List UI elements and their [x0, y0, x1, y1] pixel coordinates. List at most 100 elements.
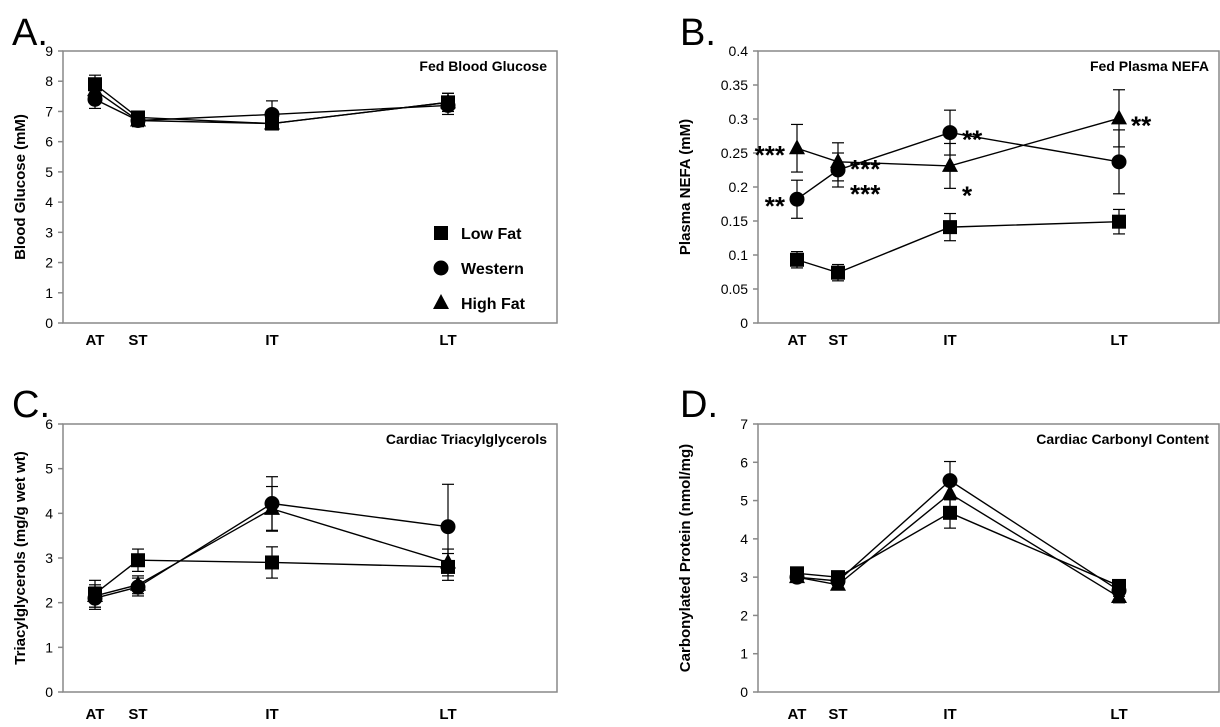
y-tick-label: 0.1 — [729, 247, 749, 263]
y-tick-label: 0 — [740, 315, 748, 331]
data-point-triangle — [87, 81, 103, 97]
x-category-label: AT — [788, 706, 807, 723]
series-circle — [789, 460, 1127, 599]
y-tick-label: 6 — [45, 416, 53, 432]
y-axis-title: Carbonylated Protein (nmol/mg) — [677, 444, 694, 672]
data-point-circle — [789, 191, 805, 207]
y-tick-label: 0.25 — [721, 145, 748, 161]
y-tick-label: 7 — [740, 416, 748, 432]
data-point-triangle — [264, 499, 280, 515]
data-point-triangle — [830, 575, 846, 591]
y-tick-label: 0.2 — [729, 179, 749, 195]
chart-panel-0: A. 0 1 2 3 4 5 6 7 8 9 AT ST IT LT Blood Glucose (mM) Fe… — [12, 12, 558, 349]
data-point-square — [1112, 214, 1126, 229]
x-category-label: AT — [86, 332, 105, 349]
x-category-label: IT — [265, 332, 278, 349]
y-tick-label: 8 — [45, 73, 53, 89]
panel-label: D. — [680, 384, 718, 426]
y-tick-label: 0.35 — [721, 77, 748, 93]
series-square — [790, 208, 1126, 282]
x-category-label: IT — [943, 332, 956, 349]
significance-marker: *** — [755, 140, 786, 170]
data-point-triangle — [942, 156, 958, 172]
data-point-triangle — [264, 114, 280, 130]
chart-panel-3: D. 0 1 2 3 4 5 6 7 AT ST IT LT Carbonylated Protein (… — [677, 384, 1220, 723]
series-line — [796, 117, 1120, 167]
series-line — [796, 512, 1120, 587]
data-point-square — [943, 220, 957, 235]
data-point-triangle — [789, 139, 805, 155]
significance-marker: *** — [850, 179, 881, 209]
data-point-square — [265, 555, 279, 570]
series-triangle — [789, 89, 1127, 189]
legend-marker-triangle — [433, 294, 449, 309]
series-line — [94, 89, 449, 125]
y-tick-label: 4 — [740, 531, 748, 547]
y-tick-label: 9 — [45, 43, 53, 59]
data-point-square — [943, 505, 957, 520]
panel-label: A. — [12, 12, 48, 54]
y-tick-label: 3 — [740, 569, 748, 585]
y-tick-label: 3 — [45, 224, 53, 240]
x-category-label: ST — [128, 332, 147, 349]
series-line — [94, 508, 449, 597]
x-category-label: IT — [265, 706, 278, 723]
x-category-label: IT — [943, 706, 956, 723]
y-tick-label: 2 — [45, 255, 53, 271]
legend-marker-circle — [433, 260, 449, 276]
data-point-circle — [1111, 154, 1127, 170]
series-line — [94, 559, 449, 595]
y-tick-label: 0.15 — [721, 213, 748, 229]
y-tick-label: 0.05 — [721, 281, 748, 297]
series-triangle — [789, 475, 1127, 604]
y-tick-label: 0.4 — [729, 43, 749, 59]
series-line — [796, 220, 1120, 274]
panel-label: B. — [680, 12, 716, 54]
y-tick-label: 0.3 — [729, 111, 749, 127]
x-category-label: ST — [828, 706, 847, 723]
y-tick-label: 1 — [740, 646, 748, 662]
y-tick-label: 2 — [740, 607, 748, 623]
legend: Low Fat Western High Fat — [433, 226, 526, 313]
y-tick-label: 1 — [45, 285, 53, 301]
data-point-triangle — [1111, 588, 1127, 604]
x-category-label: LT — [439, 332, 456, 349]
chart-title: Cardiac Carbonyl Content — [1036, 431, 1209, 447]
x-category-label: LT — [439, 706, 456, 723]
data-point-square — [131, 553, 145, 568]
plot-frame — [62, 50, 558, 324]
significance-marker: ** — [765, 191, 786, 221]
x-category-label: LT — [1110, 332, 1127, 349]
data-point-triangle — [942, 484, 958, 500]
y-tick-label: 6 — [740, 454, 748, 470]
y-axis-title: Plasma NEFA (mM) — [677, 119, 694, 255]
plot-frame — [757, 50, 1220, 324]
data-point-triangle — [440, 93, 456, 109]
significance-marker: *** — [850, 154, 881, 184]
data-point-circle — [264, 106, 280, 122]
significance-marker: ** — [1131, 110, 1152, 140]
series-line — [796, 492, 1120, 598]
significance-marker: * — [962, 180, 973, 210]
y-tick-label: 6 — [45, 134, 53, 150]
data-point-square — [790, 252, 804, 267]
x-category-label: ST — [828, 332, 847, 349]
series-line — [94, 98, 449, 122]
y-tick-label: 7 — [45, 103, 53, 119]
data-point-square — [831, 265, 845, 280]
x-category-label: LT — [1110, 706, 1127, 723]
data-point-circle — [942, 125, 958, 141]
significance-marker: ** — [962, 125, 983, 155]
data-point-triangle — [130, 111, 146, 127]
legend-marker-square — [434, 226, 448, 240]
series-triangle — [87, 80, 456, 131]
series-square — [88, 546, 455, 608]
y-tick-label: 5 — [45, 461, 53, 477]
y-tick-label: 4 — [45, 194, 53, 210]
x-category-label: ST — [128, 706, 147, 723]
y-tick-label: 5 — [740, 493, 748, 509]
panel-label: C. — [12, 384, 50, 426]
x-category-label: AT — [788, 332, 807, 349]
series-line — [94, 502, 449, 599]
